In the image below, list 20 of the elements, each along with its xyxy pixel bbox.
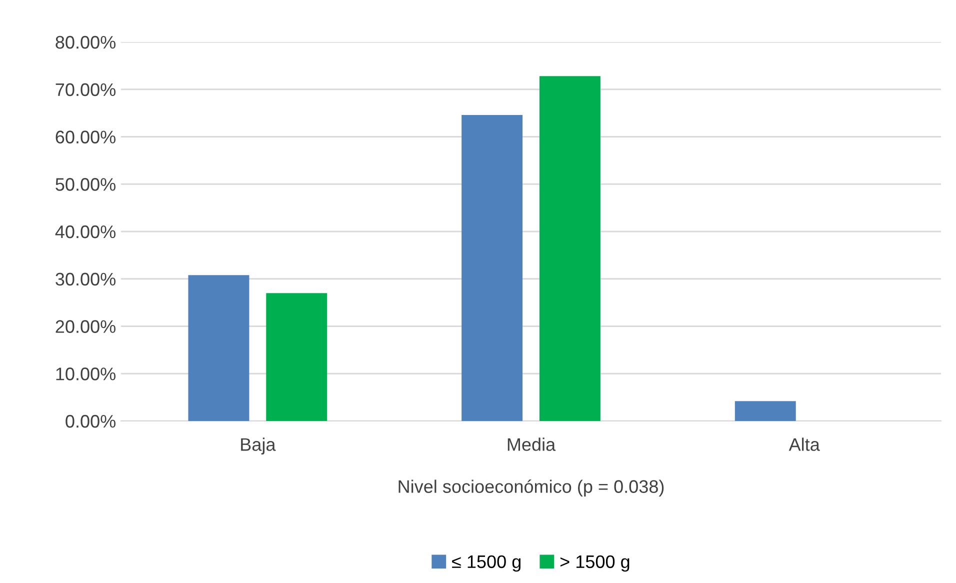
x-tick-label: Baja: [241, 438, 276, 454]
y-tick-label: 60.00%: [56, 130, 116, 144]
bar: [539, 76, 600, 421]
y-tick-label: 40.00%: [55, 225, 116, 238]
legend-label: ≤ 1500 g: [452, 555, 520, 572]
legend-label: > 1500 g: [560, 555, 630, 572]
y-tick-label: 80.00%: [56, 36, 116, 49]
y-tick-label: 30.00%: [56, 272, 116, 286]
x-axis-title: Nivel socioeconómico (p = 0.038): [398, 480, 664, 497]
x-tick-label: Alta: [788, 438, 820, 451]
bar: [266, 293, 328, 421]
y-tick-label: 50.00%: [56, 178, 116, 191]
y-tick-label: 70.00%: [56, 83, 116, 96]
y-tick-label: 20.00%: [56, 320, 116, 333]
bar: [188, 275, 250, 421]
y-tick-label: 10.00%: [56, 368, 116, 380]
bar: [734, 401, 796, 421]
y-tick-label: 0.00%: [66, 414, 116, 428]
bar: [462, 114, 523, 421]
x-tick-label: Media: [508, 438, 556, 451]
